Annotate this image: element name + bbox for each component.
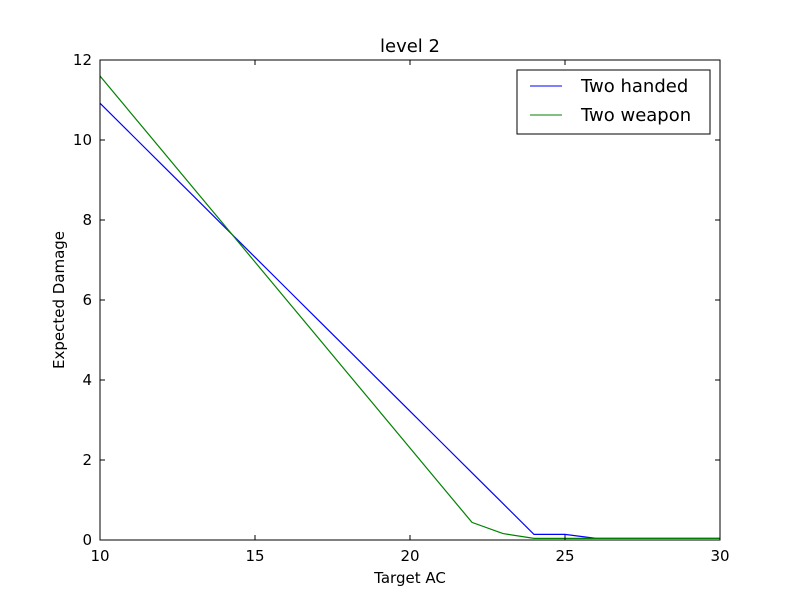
legend-label-two-weapon: Two weapon bbox=[580, 105, 691, 126]
x-tick-label: 30 bbox=[710, 547, 729, 565]
y-tick-label: 8 bbox=[82, 211, 92, 229]
x-tick-label: 10 bbox=[90, 547, 109, 565]
chart-title: level 2 bbox=[380, 36, 440, 57]
x-axis-title: Target AC bbox=[373, 569, 446, 587]
y-tick-label: 4 bbox=[82, 371, 92, 389]
series-line-two-weapon bbox=[99, 75, 720, 540]
y-tick-label: 2 bbox=[82, 451, 92, 469]
x-tick-label: 20 bbox=[400, 547, 419, 565]
series-layer bbox=[99, 75, 720, 540]
y-tick-label: 0 bbox=[82, 531, 92, 549]
y-tick-label: 12 bbox=[73, 51, 92, 69]
y-axis-title: Expected Damage bbox=[50, 231, 68, 369]
legend-label-two-handed: Two handed bbox=[580, 76, 688, 97]
x-tick-label: 25 bbox=[555, 547, 574, 565]
y-tick-label: 10 bbox=[73, 131, 92, 149]
plot-frame bbox=[99, 59, 721, 541]
tick-layer: 10 15 20 25 30 0 2 4 6 8 10 12 bbox=[73, 51, 730, 565]
legend-box bbox=[516, 69, 711, 135]
y-tick-label: 6 bbox=[82, 291, 92, 309]
legend: Two handed Two weapon bbox=[516, 69, 711, 135]
x-tick-label: 15 bbox=[245, 547, 264, 565]
